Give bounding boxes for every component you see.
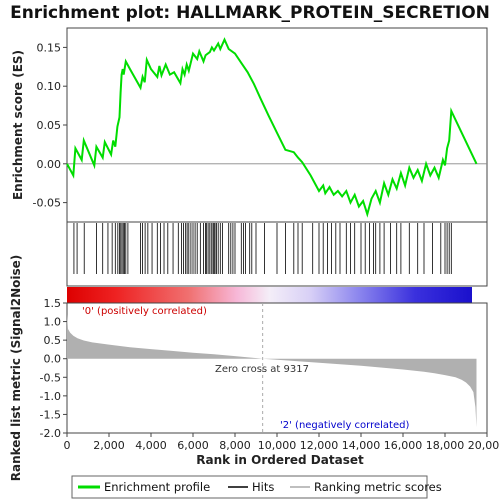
legend-box	[71, 475, 428, 499]
es-axis: -0.05 0.00 0.05 0.10 0.15	[33, 41, 67, 210]
legend-metric-label: Ranking metric scores	[314, 480, 442, 494]
rank-gradient	[67, 287, 472, 303]
x-tick-label: 8,000	[219, 439, 251, 452]
es-tick-label: 0.10	[37, 80, 62, 93]
x-tick-label: 14,000	[342, 439, 381, 452]
metric-panel: -2.0 -1.5 -1.0 -0.5 0.0 0.5 1.0 1.5 Zero cross …	[9, 255, 488, 482]
negative-correlation-label: '2' (negatively correlated)	[280, 420, 409, 431]
es-panel: -0.05 0.00 0.05 0.10 0.15 Enrichment score (…	[11, 27, 488, 223]
x-tick-label: 12,000	[300, 439, 339, 452]
x-tick-label: 6,000	[177, 439, 209, 452]
metric-tick-label: 0.0	[44, 353, 62, 366]
metric-tick-label: -2.0	[40, 427, 61, 440]
metric-tick-label: 1.5	[44, 297, 62, 310]
x-axis: 0 2,000 4,000 6,000 8,000 10,000 12,000 14,000 1…	[64, 433, 500, 452]
x-tick-label: 2,000	[93, 439, 125, 452]
es-tick-label: 0.15	[37, 41, 62, 54]
x-tick-label: 18,000	[426, 439, 465, 452]
x-tick-label: 20,000	[468, 439, 500, 452]
enrichment-profile-line	[66, 37, 478, 218]
x-tick-label: 0	[64, 439, 71, 452]
legend-hits-label: Hits	[252, 480, 274, 494]
x-tick-label: 4,000	[135, 439, 167, 452]
chart-title: Enrichment plot: HALLMARK_PROTEIN_SECRET…	[10, 3, 490, 23]
metric-tick-label: -1.0	[40, 390, 61, 403]
hits-panel	[66, 221, 488, 287]
legend-enrichment-label: Enrichment profile	[104, 480, 210, 494]
x-tick-label: 16,000	[384, 439, 423, 452]
es-tick-label: 0.05	[37, 119, 62, 132]
hit-marks	[73, 223, 452, 274]
metric-axis: -2.0 -1.5 -1.0 -0.5 0.0 0.5 1.0 1.5	[40, 297, 67, 440]
es-tick-label: -0.05	[33, 197, 61, 210]
zero-cross-label: Zero cross at 9317	[215, 364, 309, 375]
metric-tick-label: -1.5	[40, 408, 61, 421]
x-tick-label: 10,000	[258, 439, 297, 452]
metric-tick-label: -0.5	[40, 371, 61, 384]
metric-tick-label: 0.5	[44, 334, 62, 347]
positive-correlation-label: '0' (positively correlated)	[82, 306, 207, 317]
legend: Enrichment profile Hits Ranking metric s…	[71, 475, 442, 499]
es-y-axis-label: Enrichment score (ES)	[11, 50, 25, 200]
es-panel-frame	[66, 27, 488, 223]
rank-color-bar	[67, 287, 472, 303]
es-tick-label: 0.00	[37, 158, 62, 171]
metric-tick-label: 1.0	[44, 316, 62, 329]
x-axis-label: Rank in Ordered Dataset	[196, 453, 364, 467]
metric-y-axis-label: Ranked list metric (Signal2Noise)	[9, 255, 23, 482]
